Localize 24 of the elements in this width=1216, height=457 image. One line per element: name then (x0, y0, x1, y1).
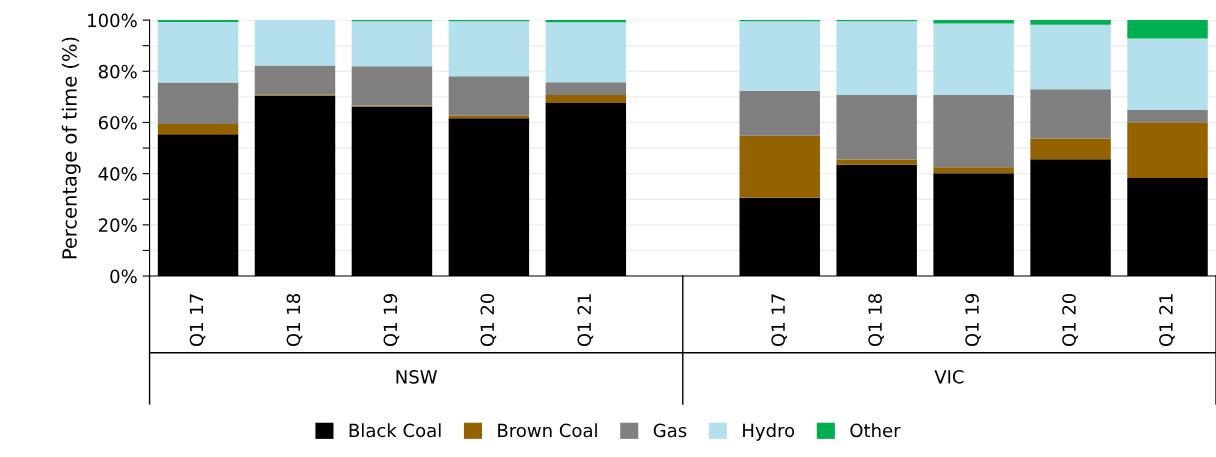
x-tick-label: Q1 18 (286, 293, 303, 347)
x-tick-label: Q1 21 (577, 294, 594, 347)
legend-label: Hydro (743, 423, 795, 441)
legend-label: Other (850, 423, 901, 438)
x-tick-label: Q1 20 (480, 293, 497, 347)
legend-label: Black Coal (349, 423, 441, 438)
y-tick-label: 40% (98, 167, 137, 181)
legend-label: Gas (653, 423, 687, 438)
x-tick-label: Q1 19 (383, 293, 400, 347)
y-tick-label: 0% (110, 269, 137, 284)
y-tick-label: 20% (98, 218, 137, 232)
x-tick-label: Q1 19 (965, 293, 981, 347)
y-tick-label: 100% (88, 13, 137, 28)
y-tick-label: 60% (98, 115, 137, 130)
x-tick-label: Q1 21 (1159, 294, 1175, 347)
x-tick-label: Q1 17 (771, 294, 788, 347)
x-tick-label: Q1 18 (868, 293, 884, 347)
x-tick-label: Q1 17 (189, 294, 206, 347)
x-tick-label: Q1 20 (1062, 293, 1078, 347)
y-axis-title: Percentage of time (%) (61, 37, 81, 259)
text: VIC (934, 369, 964, 384)
y-tick-label: 80% (98, 64, 137, 79)
legend-label: Brown Coal (498, 423, 597, 438)
text: NSW (396, 369, 437, 384)
